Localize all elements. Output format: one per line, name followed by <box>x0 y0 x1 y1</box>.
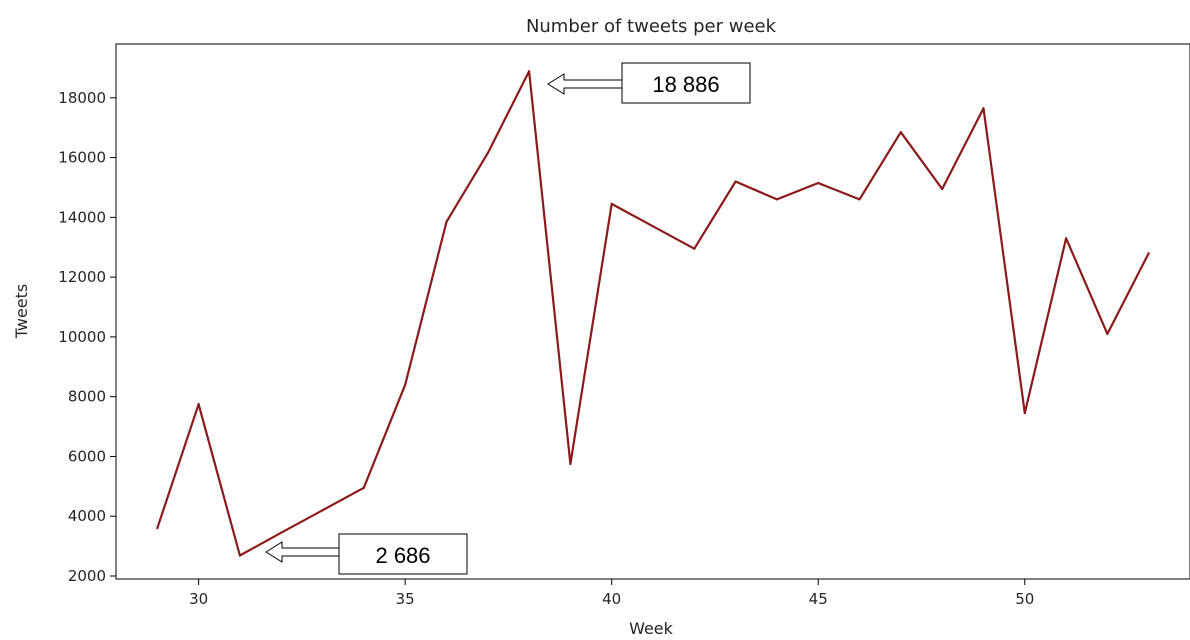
data-point-2 <box>238 554 242 557</box>
data-point-9 <box>527 70 531 73</box>
data-point-20 <box>982 107 985 110</box>
x-tick-label-0: 30 <box>189 590 208 608</box>
chart-title: Number of tweets per week <box>526 16 777 37</box>
y-tick-label-6: 14000 <box>58 208 106 226</box>
data-point-5 <box>362 486 365 489</box>
data-point-8 <box>486 151 489 155</box>
annotation-min-arrow <box>265 541 340 563</box>
data-point-4 <box>321 509 324 512</box>
data-point-7 <box>445 220 448 223</box>
data-point-23 <box>1106 332 1109 336</box>
y-tick-label-2: 6000 <box>68 447 106 465</box>
data-point-18 <box>899 131 902 134</box>
data-point-1 <box>197 403 200 406</box>
y-tick-label-3: 8000 <box>68 388 106 406</box>
y-tick-label-1: 4000 <box>68 507 106 525</box>
data-point-24 <box>1147 252 1150 255</box>
annotation-min: 2 686 <box>265 533 468 575</box>
data-point-21 <box>1023 412 1026 415</box>
data-point-10 <box>569 462 572 466</box>
y-tick-label-5: 12000 <box>58 268 106 286</box>
data-point-3 <box>280 531 283 534</box>
annotation-max: 18 886 <box>547 62 751 104</box>
series-points <box>156 70 1150 557</box>
series-line <box>156 70 1150 557</box>
y-tick-label-4: 10000 <box>58 328 106 346</box>
x-tick-label-3: 45 <box>809 590 828 608</box>
y-tick-label-8: 18000 <box>58 89 106 107</box>
data-point-11 <box>610 202 613 206</box>
data-point-22 <box>1064 237 1068 240</box>
annotation-min-label: 2 686 <box>375 543 430 568</box>
x-tick-label-4: 50 <box>1015 590 1034 608</box>
y-tick-label-0: 2000 <box>68 567 106 585</box>
x-tick-label-1: 35 <box>396 590 415 608</box>
y-tick-label-7: 16000 <box>58 149 106 167</box>
data-point-13 <box>693 247 696 250</box>
x-axis-label: Week <box>629 619 674 638</box>
annotation-max-arrow <box>547 73 623 95</box>
data-point-12 <box>651 225 655 228</box>
y-axis-label: Tweets <box>12 284 31 340</box>
y-axis: 2000 4000 6000 8000 10000 12000 14000 16000 1800… <box>58 89 116 585</box>
annotation-min-box <box>338 533 468 575</box>
data-point-0 <box>156 527 159 530</box>
x-tick-label-2: 40 <box>602 590 621 608</box>
data-point-14 <box>734 180 737 183</box>
data-point-16 <box>817 181 820 185</box>
annotation-max-box <box>621 62 751 104</box>
data-point-17 <box>858 198 861 201</box>
annotation-max-label: 18 886 <box>652 72 719 97</box>
data-point-6 <box>404 383 407 386</box>
data-point-15 <box>775 198 779 201</box>
data-point-19 <box>941 187 944 191</box>
x-axis: 30 35 40 45 50 <box>189 579 1034 608</box>
plot-frame <box>115 43 1190 580</box>
